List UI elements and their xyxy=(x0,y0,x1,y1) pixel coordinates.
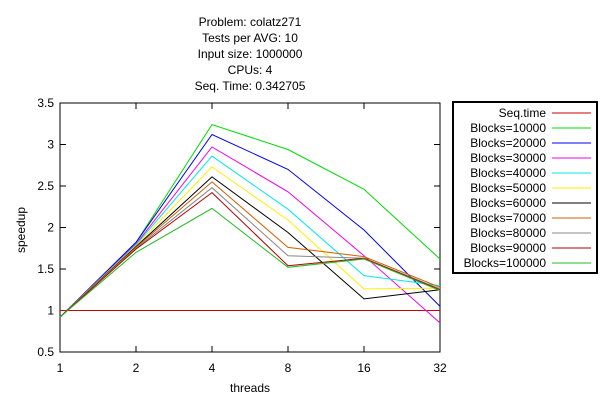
legend-label-blocks-100000: Blocks=100000 xyxy=(464,256,547,270)
legend-label-blocks-10000: Blocks=10000 xyxy=(470,121,546,135)
x-axis-label: threads xyxy=(229,381,271,395)
y-tick-label: 3 xyxy=(47,138,54,152)
legend-label-blocks-30000: Blocks=30000 xyxy=(470,151,546,165)
y-tick-label: 2.5 xyxy=(37,179,54,193)
x-tick-label: 8 xyxy=(285,361,292,375)
y-axis-label: speedup xyxy=(14,206,28,254)
series-line-blocks-60000 xyxy=(59,176,441,318)
y-tick-label: 3.5 xyxy=(37,96,54,110)
series-lines xyxy=(59,124,441,324)
title-line-seqtime: Seq. Time: 0.342705 xyxy=(194,79,306,93)
series-line-blocks-40000 xyxy=(59,155,441,318)
y-tick-label: 1.5 xyxy=(37,262,54,276)
legend-label-blocks-50000: Blocks=50000 xyxy=(470,181,546,195)
legend-label-seq-time: Seq.time xyxy=(499,106,547,120)
legend-label-blocks-40000: Blocks=40000 xyxy=(470,166,546,180)
plot-frame xyxy=(59,102,441,353)
x-tick-label: 4 xyxy=(209,361,216,375)
x-tick-label: 32 xyxy=(433,361,447,375)
y-tick-label: 0.5 xyxy=(37,345,54,359)
y-tick-label: 1 xyxy=(47,304,54,318)
series-line-blocks-50000 xyxy=(59,166,441,318)
legend-label-blocks-60000: Blocks=60000 xyxy=(470,196,546,210)
series-line-blocks-100000 xyxy=(59,207,441,318)
legend: Seq.timeBlocks=10000Blocks=20000Blocks=3… xyxy=(452,101,598,274)
title-line-tests: Tests per AVG: 10 xyxy=(202,31,298,45)
y-tick-label: 2 xyxy=(47,221,54,235)
x-tick-label: 2 xyxy=(133,361,140,375)
title-line-input: Input size: 1000000 xyxy=(197,47,303,61)
series-line-blocks-70000 xyxy=(59,181,441,318)
title-line-problem: Problem: colatz271 xyxy=(198,15,302,29)
legend-label-blocks-70000: Blocks=70000 xyxy=(470,211,546,225)
x-tick-label: 1 xyxy=(57,361,64,375)
legend-label-blocks-90000: Blocks=90000 xyxy=(470,241,546,255)
x-tick-label: 16 xyxy=(357,361,371,375)
series-line-blocks-20000 xyxy=(59,133,441,318)
axes: 0.511.522.533.51 2 4 8 16 32 xyxy=(37,96,447,375)
title-line-cpus: CPUs: 4 xyxy=(227,63,273,77)
legend-label-blocks-80000: Blocks=80000 xyxy=(470,226,546,240)
legend-label-blocks-20000: Blocks=20000 xyxy=(470,136,546,150)
series-line-blocks-90000 xyxy=(59,191,441,318)
